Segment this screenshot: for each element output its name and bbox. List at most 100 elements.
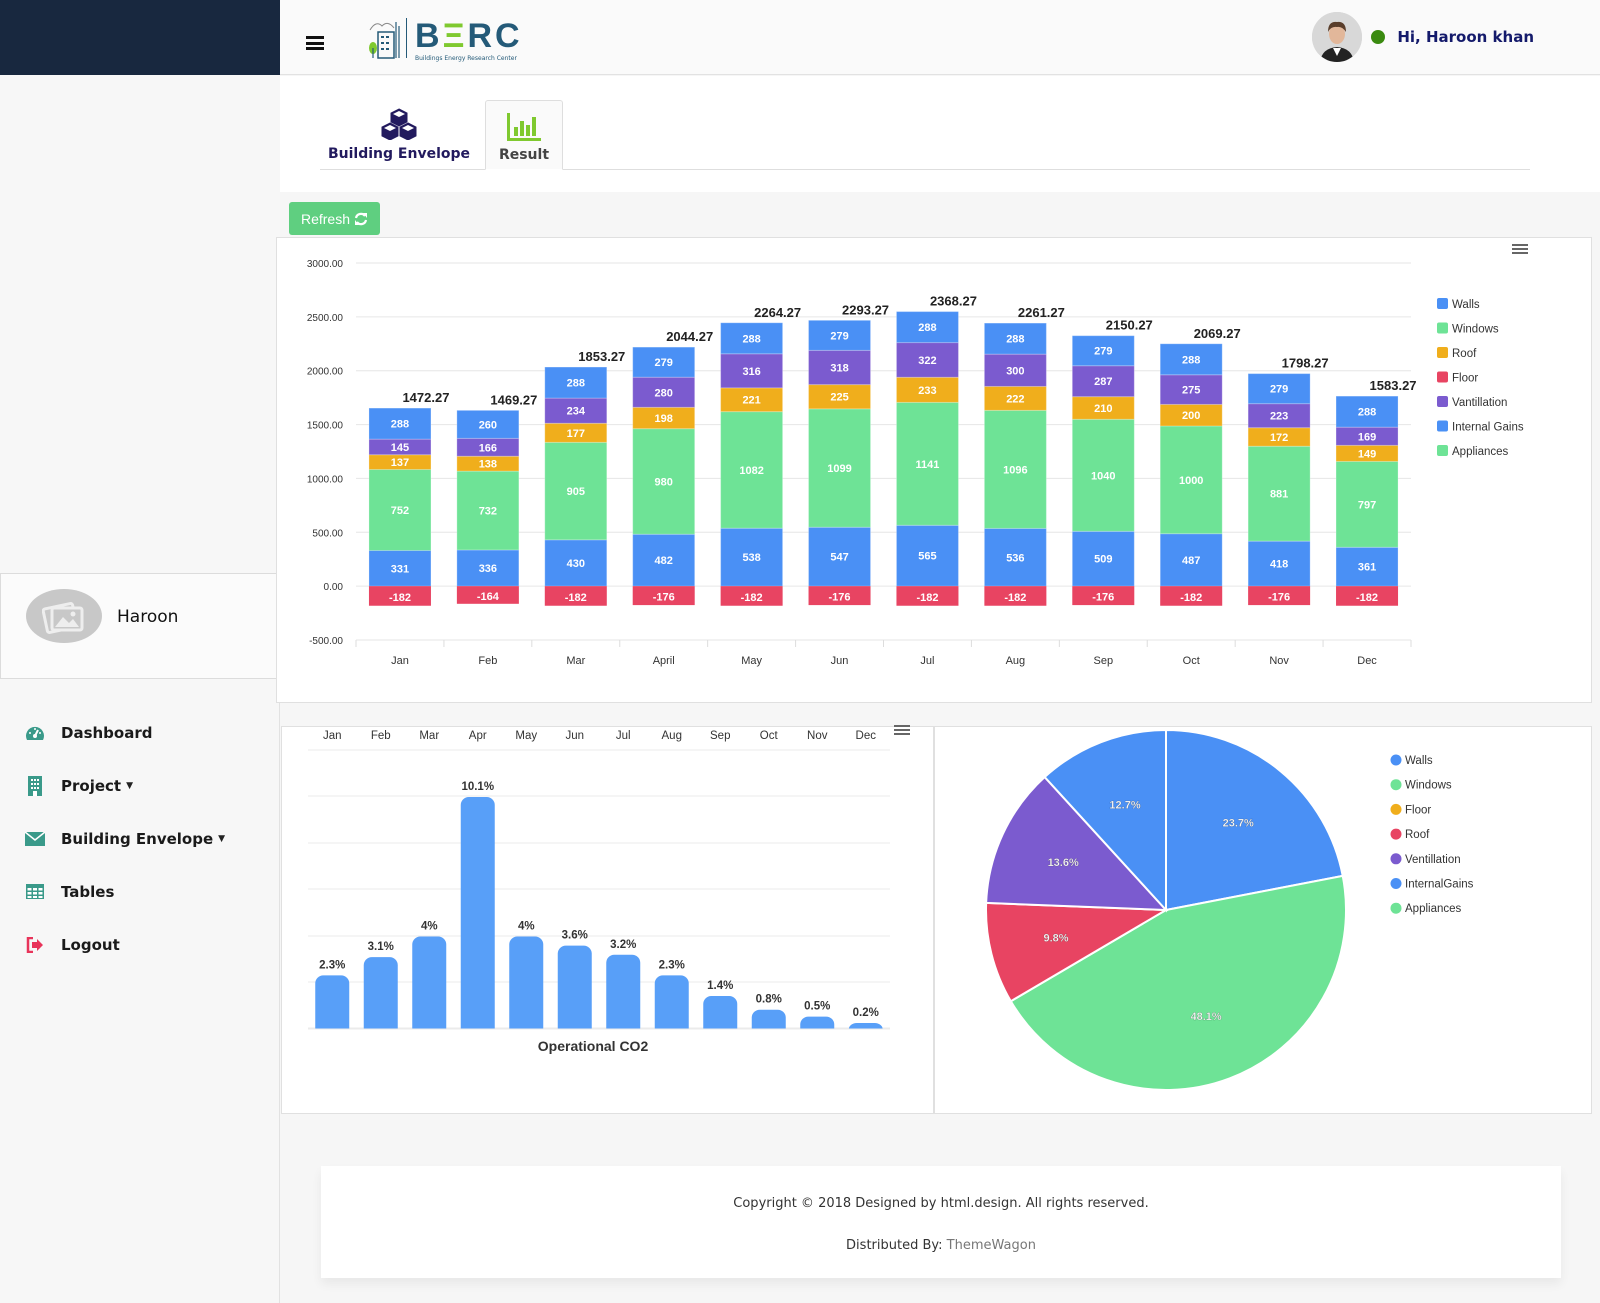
segment-label: 137	[391, 457, 409, 469]
segment-label: 166	[479, 442, 497, 454]
user-menu[interactable]: Hi, Haroon khan	[1312, 12, 1534, 62]
bar	[606, 954, 641, 1036]
total-label: 1469.27	[490, 392, 537, 407]
sidebar-item-tables[interactable]: Tables	[0, 865, 280, 918]
profile-name: Haroon	[117, 607, 179, 627]
legend-marker	[1390, 754, 1402, 766]
bar-segment	[456, 586, 519, 604]
bar-segment	[1159, 343, 1223, 376]
bar-segment	[632, 533, 696, 587]
chart-menu-icon[interactable]	[894, 725, 910, 737]
axis-mask	[308, 1029, 890, 1039]
x-tick-label: Jan	[323, 730, 342, 742]
bar-segment	[895, 376, 959, 403]
segment-label: -182	[741, 592, 763, 604]
x-tick-label: Dec	[1357, 655, 1377, 667]
legend-marker	[1390, 878, 1402, 889]
segment-label: 234	[567, 406, 586, 418]
bar-segment	[1247, 373, 1311, 405]
chart-menu-icon[interactable]	[1512, 244, 1528, 256]
logo-title: BΞRC	[415, 17, 523, 55]
building-icon	[24, 775, 46, 796]
y-tick-label: 500.00	[312, 528, 343, 539]
bar	[315, 975, 350, 1036]
total-label: 2150.27	[1106, 318, 1153, 333]
legend-swatch	[1437, 322, 1448, 334]
berc-logo[interactable]: BΞRC Buildings Energy Research Center	[368, 18, 523, 62]
data-label: 10.1%	[461, 781, 494, 793]
co2-chart-panel: Jan 2.3% Feb 3.1% Mar 4% Apr 10.1% May 4% Jun 3.6% J…	[281, 725, 934, 1114]
tab-label: Building Envelope	[328, 146, 471, 162]
tab-result[interactable]: Result	[485, 100, 563, 170]
segment-label: -182	[1356, 592, 1378, 604]
x-tick-label: Aug	[662, 730, 682, 742]
bar-segment	[983, 409, 1047, 529]
bar-segment	[1072, 586, 1135, 606]
segment-label: 322	[918, 355, 936, 367]
segment-label: 222	[1006, 393, 1024, 405]
segment-label: 279	[655, 357, 673, 369]
segment-label: 260	[479, 419, 497, 431]
segment-label: 565	[918, 551, 936, 563]
dashboard-icon	[24, 723, 46, 743]
stacked-bar-chart: -500.00 0.00 500.00 1000.00 1500.00 2000.00 25…	[307, 259, 1524, 667]
segment-label: -182	[389, 592, 411, 604]
profile-avatar	[26, 589, 102, 643]
legend-label: Windows	[1405, 780, 1452, 792]
bar-segment	[1335, 395, 1399, 428]
refresh-button[interactable]: Refresh	[289, 202, 380, 235]
pie-slice	[1009, 874, 1347, 1091]
data-label: 2.3%	[319, 959, 345, 971]
bar-segment	[983, 353, 1047, 387]
segment-label: -176	[653, 592, 675, 604]
slice-label: 48.1%	[1190, 1011, 1221, 1023]
hamburger-menu-icon[interactable]	[306, 36, 324, 50]
bar	[363, 957, 398, 1036]
bar	[654, 975, 689, 1036]
legend-swatch	[1437, 347, 1448, 358]
tab-building-envelope[interactable]: Building Envelope	[328, 100, 470, 170]
top-navbar: BΞRC Buildings Energy Research Center Hi…	[280, 0, 1600, 75]
legend-marker	[1390, 803, 1402, 815]
bar-segment	[720, 586, 783, 606]
data-label: 0.8%	[756, 994, 782, 1006]
segment-label: 279	[1094, 346, 1112, 358]
legend-label: Floor	[1452, 373, 1478, 385]
segment-label: 1096	[1003, 464, 1027, 476]
themewagon-link[interactable]: ThemeWagon	[946, 1238, 1036, 1253]
segment-label: -182	[916, 592, 938, 604]
sidebar-item-building-envelope[interactable]: Building Envelope ▼	[0, 812, 280, 865]
bar-segment	[808, 349, 872, 386]
image-placeholder-icon	[42, 602, 84, 634]
user-avatar[interactable]	[1312, 12, 1363, 62]
pie-slice	[985, 901, 1170, 1003]
segment-label: 288	[391, 419, 409, 431]
bar-segment	[1159, 374, 1223, 405]
bar-segment	[720, 322, 784, 355]
logo-subtitle: Buildings Energy Research Center	[415, 55, 517, 62]
total-label: 2044.27	[666, 329, 713, 344]
bar	[412, 936, 447, 1036]
segment-label: 200	[1182, 410, 1200, 422]
sidebar-item-label: Logout	[61, 935, 120, 954]
pie-chart-panel: 23.7% 48.1% 9.8% 13.6% 12.7% Walls Windows Floo…	[934, 726, 1592, 1114]
sidebar-menu: Dashboard Project ▼ Building Envelope ▼ …	[0, 706, 280, 971]
sidebar-item-project[interactable]: Project ▼	[0, 759, 280, 812]
x-tick-label: Feb	[371, 730, 391, 742]
segment-label: 225	[830, 392, 848, 404]
legend-label: Roof	[1452, 348, 1477, 360]
footer-distributed-prefix: Distributed By:	[846, 1238, 947, 1253]
bar-segment	[1335, 460, 1399, 548]
sidebar-item-logout[interactable]: Logout	[0, 918, 280, 971]
x-tick-label: Oct	[760, 730, 779, 742]
legend-marker	[1390, 779, 1402, 791]
bar-segment	[895, 342, 959, 378]
segment-label: 752	[391, 505, 409, 517]
sidebar-item-dashboard[interactable]: Dashboard	[0, 706, 280, 759]
segment-label: -176	[1092, 592, 1114, 604]
bar-chart-icon	[507, 113, 541, 141]
legend-label: Appliances	[1405, 903, 1462, 915]
slice-label: 13.6%	[1048, 857, 1079, 869]
bar-segment	[1159, 425, 1223, 535]
segment-label: 233	[918, 385, 936, 397]
